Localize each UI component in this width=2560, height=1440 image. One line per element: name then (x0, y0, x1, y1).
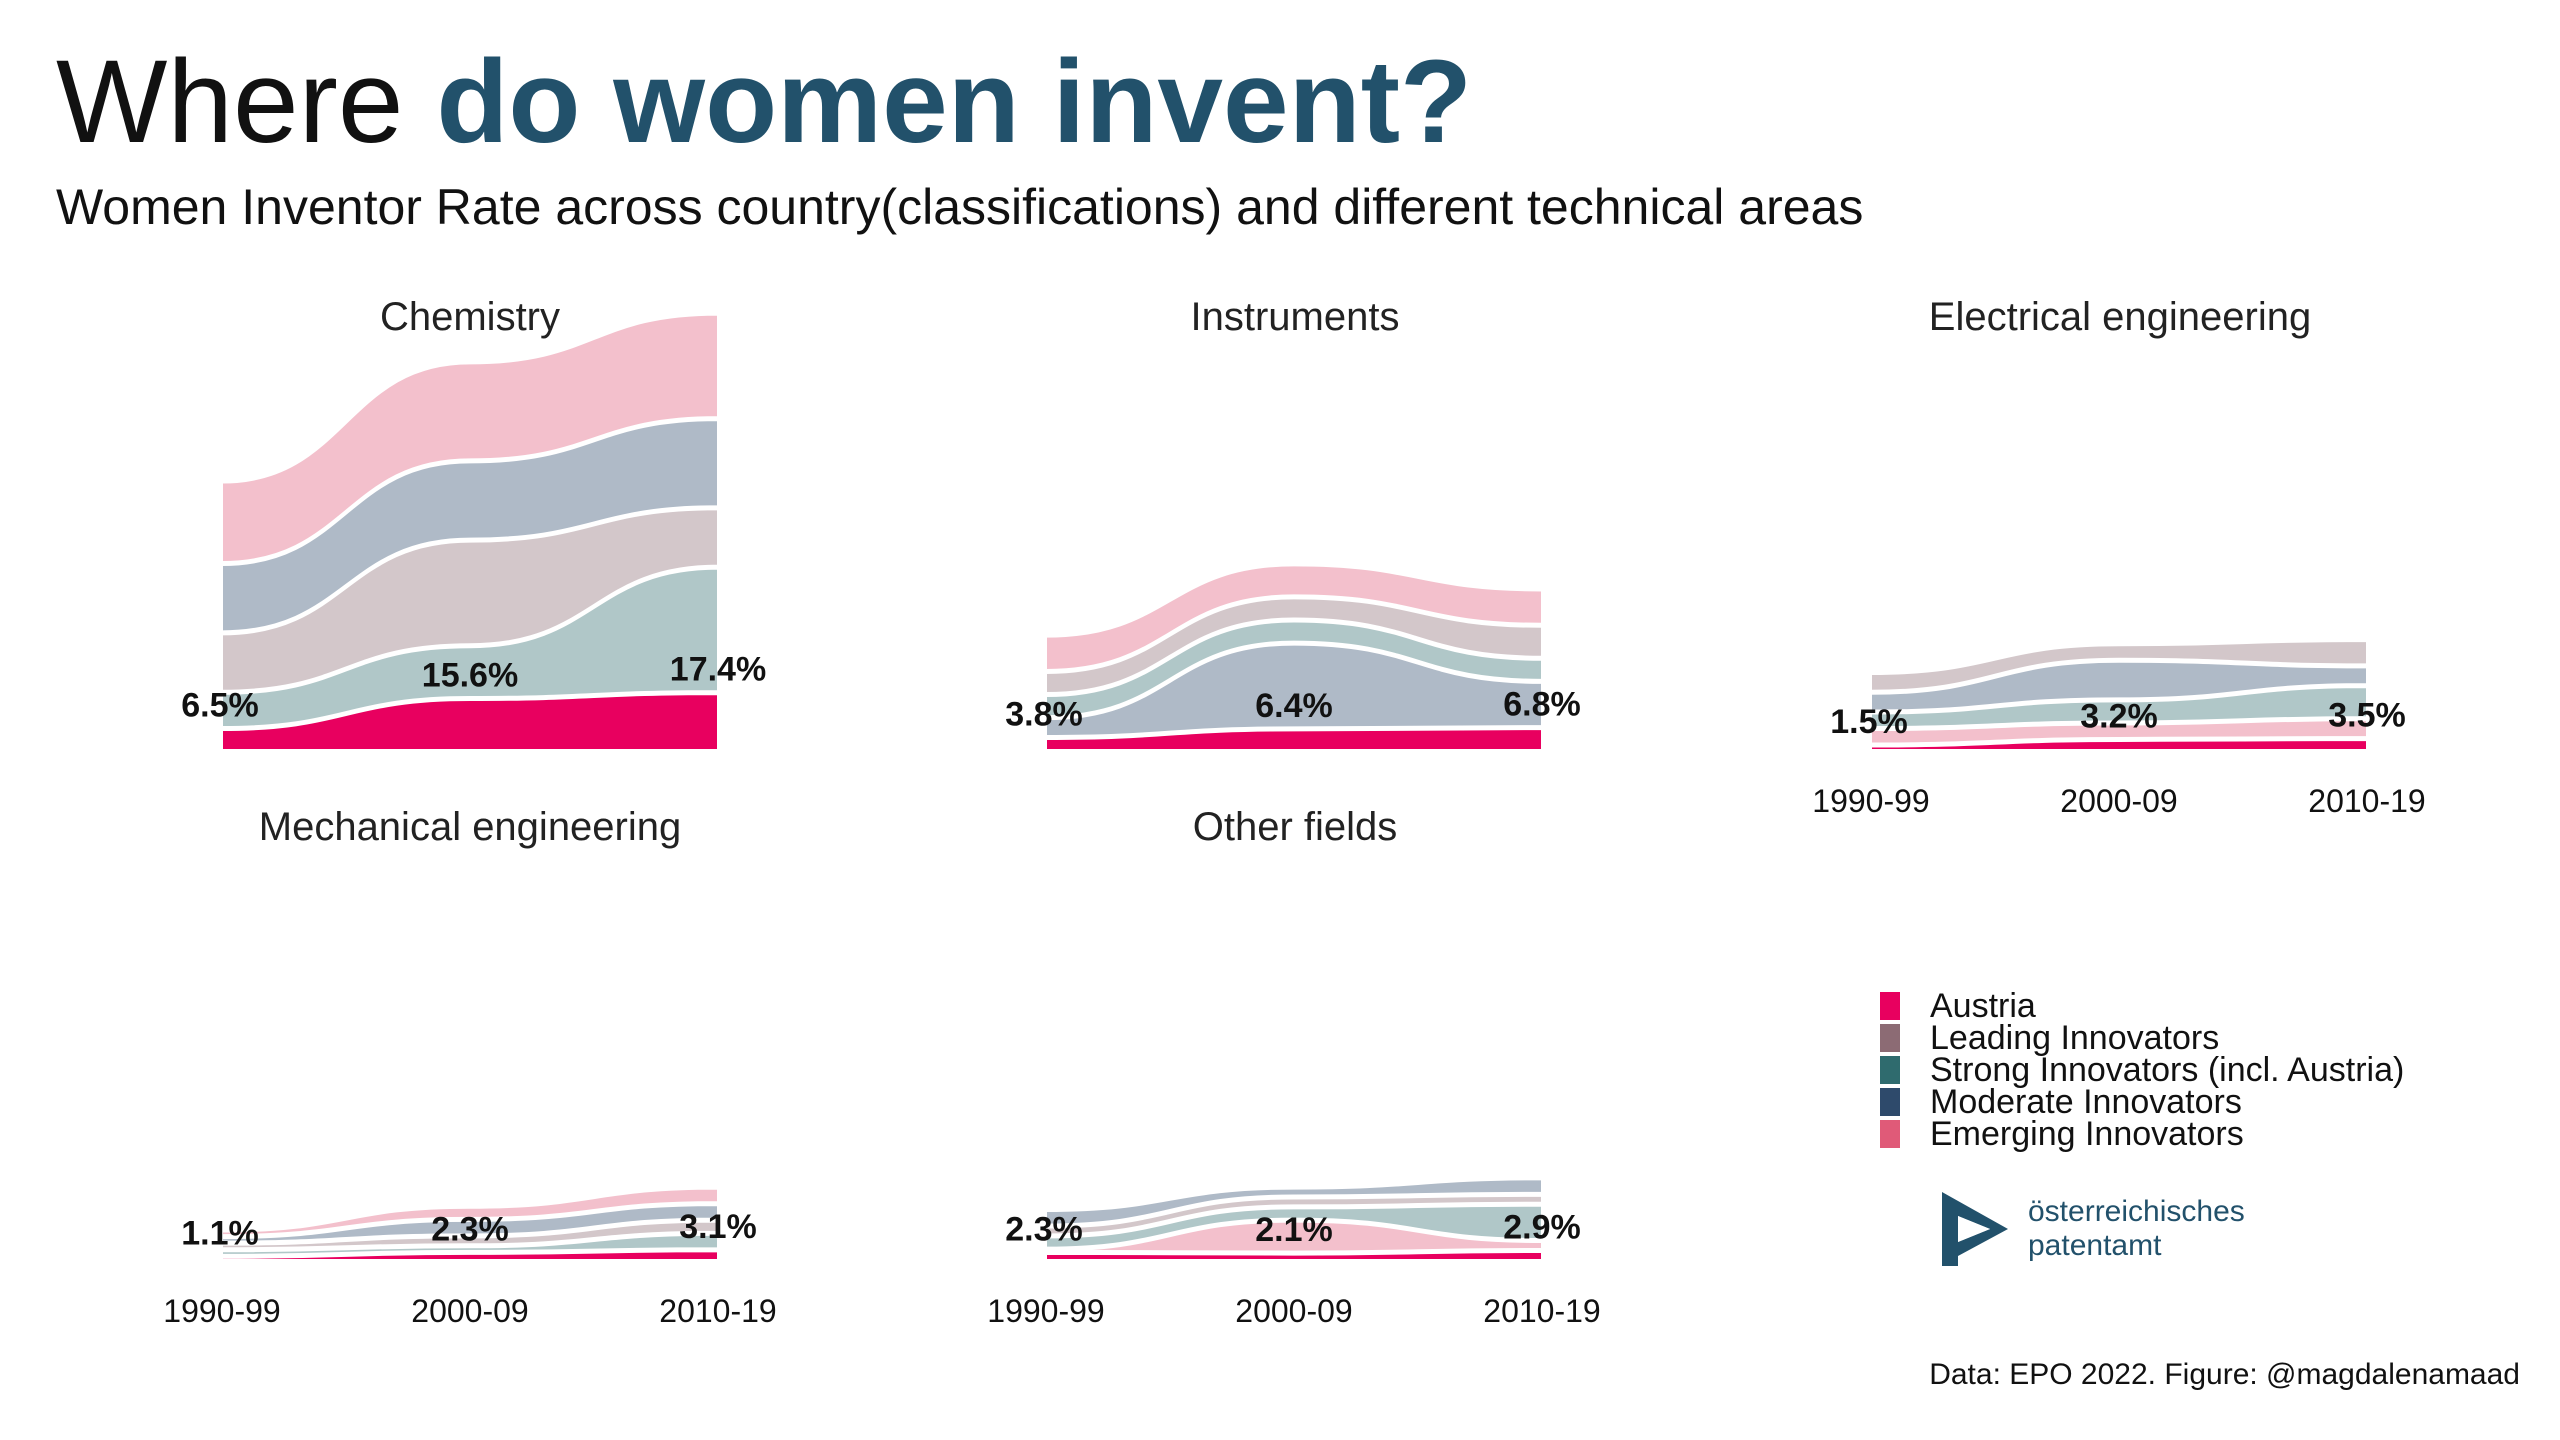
value-label: 2.9% (1503, 1208, 1581, 1246)
band-austria (1045, 1250, 1543, 1261)
band-strong-innovators-incl-austria- (1870, 686, 2368, 729)
legend-item: Moderate Innovators (1880, 1083, 2404, 1121)
band-strong-innovators-incl-austria- (221, 1233, 719, 1256)
value-label: 6.8% (1503, 686, 1581, 724)
band-austria (1870, 738, 2368, 751)
chart-panel: Mechanical engineering 1.1% 2.3% 3.1% 1990-9… (163, 805, 776, 1329)
legend-swatch (1880, 1120, 1900, 1148)
band-austria (221, 693, 719, 751)
title-accent: do women invent? (436, 36, 1473, 168)
logo: österreichisches patentamt (1936, 1186, 2245, 1272)
legend-label: Leading Innovators (1930, 1019, 2220, 1057)
legend-swatch (1880, 992, 1900, 1020)
band-emerging-innovators (1870, 719, 2368, 745)
band-leading-innovators (1045, 1194, 1543, 1236)
band-emerging-innovators (1045, 564, 1543, 671)
legend-item: Strong Innovators (incl. Austria) (1880, 1051, 2405, 1089)
band-moderate-innovators (221, 419, 719, 633)
band-moderate-innovators (1045, 643, 1543, 737)
value-label: 6.4% (1255, 687, 1333, 725)
value-label: 2.3% (1005, 1210, 1083, 1248)
chart-panel: Chemistry 6.5% 15.6% 17.4% (181, 295, 766, 751)
panel-title: Instruments (1191, 295, 1400, 339)
title-prefix: Where (56, 36, 437, 168)
panel-title: Other fields (1193, 805, 1398, 849)
band-leading-innovators (1045, 597, 1543, 695)
logo-line1: österreichisches (2028, 1195, 2245, 1228)
band-emerging-innovators (1045, 1220, 1543, 1253)
band-moderate-innovators (1045, 1178, 1543, 1226)
x-tick-label: 2010-19 (659, 1293, 776, 1329)
band-austria (221, 1250, 719, 1261)
legend-item: Austria (1880, 987, 2404, 1025)
value-label: 2.1% (1255, 1211, 1333, 1249)
band-emerging-innovators (221, 313, 719, 564)
legend-label: Strong Innovators (incl. Austria) (1930, 1051, 2405, 1089)
value-label: 1.1% (181, 1214, 259, 1252)
chart-panel: Other fields 2.3% 2.1% 2.9% 1990-99 2000-09 20… (987, 805, 1600, 1329)
legend-item: Emerging Innovators (1880, 1115, 2404, 1153)
data-caption: Data: EPO 2022. Figure: @magdalenamaad (1929, 1358, 2520, 1391)
panel-title: Electrical engineering (1929, 295, 2311, 339)
legend-swatch (1880, 1088, 1900, 1116)
band-strong-innovators-incl-austria- (221, 567, 719, 729)
value-label: 3.1% (679, 1208, 757, 1246)
legend-label: Emerging Innovators (1930, 1115, 2244, 1153)
value-label: 17.4% (670, 651, 766, 689)
legend: Austria Leading Innovators Strong Innovato… (1880, 987, 2405, 1153)
x-tick-label: 2000-09 (1235, 1293, 1352, 1329)
legend-label: Moderate Innovators (1930, 1083, 2242, 1121)
value-label: 3.8% (1005, 695, 1083, 733)
panel-title: Mechanical engineering (259, 805, 682, 849)
x-tick-label: 2000-09 (411, 1293, 528, 1329)
chart-panel: Instruments 3.8% 6.4% 6.8% (1005, 295, 1581, 751)
value-label: 3.2% (2080, 697, 2158, 735)
band-austria (1045, 728, 1543, 751)
legend-label: Austria (1930, 987, 2036, 1025)
band-leading-innovators (1870, 639, 2368, 692)
legend-swatch (1880, 1056, 1900, 1084)
logo-line2: patentamt (2028, 1229, 2162, 1262)
band-emerging-innovators (221, 1187, 719, 1237)
x-tick-label: 2000-09 (2060, 783, 2177, 819)
x-tick-label: 2010-19 (1483, 1293, 1600, 1329)
x-tick-label: 1990-99 (163, 1293, 280, 1329)
patent-office-logo-icon (1942, 1192, 2008, 1266)
band-strong-innovators-incl-austria- (1045, 1204, 1543, 1249)
band-leading-innovators (221, 508, 719, 692)
value-label: 15.6% (422, 657, 518, 695)
band-moderate-innovators (221, 1204, 719, 1243)
x-tick-label: 2010-19 (2308, 783, 2425, 819)
legend-swatch (1880, 1024, 1900, 1052)
value-label: 1.5% (1830, 703, 1908, 741)
band-moderate-innovators (1870, 660, 2368, 712)
value-label: 2.3% (431, 1210, 509, 1248)
panel-title: Chemistry (380, 295, 560, 339)
x-tick-label: 1990-99 (987, 1293, 1104, 1329)
value-label: 6.5% (181, 687, 259, 725)
page-subtitle: Women Inventor Rate across country(class… (56, 179, 1864, 235)
x-tick-label: 1990-99 (1812, 783, 1929, 819)
chart-panel: Electrical engineering 1.5% 3.2% 3.5% 1990-9… (1812, 295, 2425, 819)
page-title: Where do women invent? (56, 36, 1473, 168)
band-leading-innovators (221, 1220, 719, 1250)
band-strong-innovators-incl-austria- (1045, 620, 1543, 718)
legend-item: Leading Innovators (1880, 1019, 2404, 1057)
value-label: 3.5% (2328, 696, 2406, 734)
